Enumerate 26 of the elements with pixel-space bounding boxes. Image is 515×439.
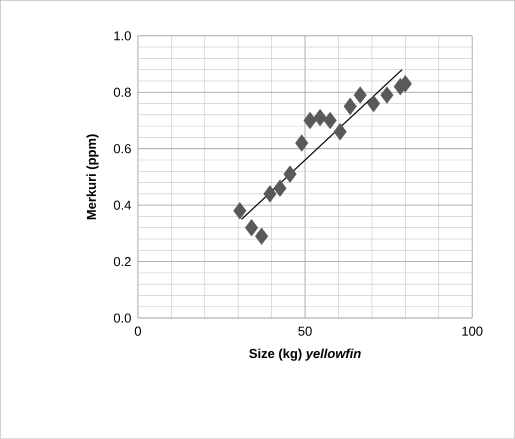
y-tick-label: 0.6 — [114, 144, 131, 154]
point — [344, 98, 357, 116]
y-tick-label: 1.0 — [114, 31, 131, 40]
y-axis-title: Merkuri (ppm) — [86, 134, 99, 220]
point — [354, 86, 367, 104]
x-axis-title: Size (kg) yellowfin — [249, 348, 361, 361]
x-tick-label: 0 — [134, 326, 142, 336]
point — [334, 123, 347, 140]
point — [367, 94, 380, 112]
point — [304, 112, 317, 130]
y-tick-label: 0.2 — [114, 257, 131, 266]
y-tick-label: 0.0 — [114, 313, 131, 323]
point — [314, 109, 327, 126]
point — [324, 112, 337, 130]
point — [255, 228, 268, 245]
point — [245, 219, 258, 236]
y-tick-label: 0.8 — [114, 88, 131, 97]
point — [263, 185, 276, 203]
point — [380, 86, 394, 104]
point — [283, 165, 297, 183]
x-tick-label: 100 — [462, 326, 482, 336]
point — [295, 134, 308, 152]
point — [233, 202, 246, 220]
point — [273, 180, 287, 197]
x-tick-label: 50 — [298, 326, 312, 336]
y-tick-label: 0.4 — [114, 200, 132, 210]
